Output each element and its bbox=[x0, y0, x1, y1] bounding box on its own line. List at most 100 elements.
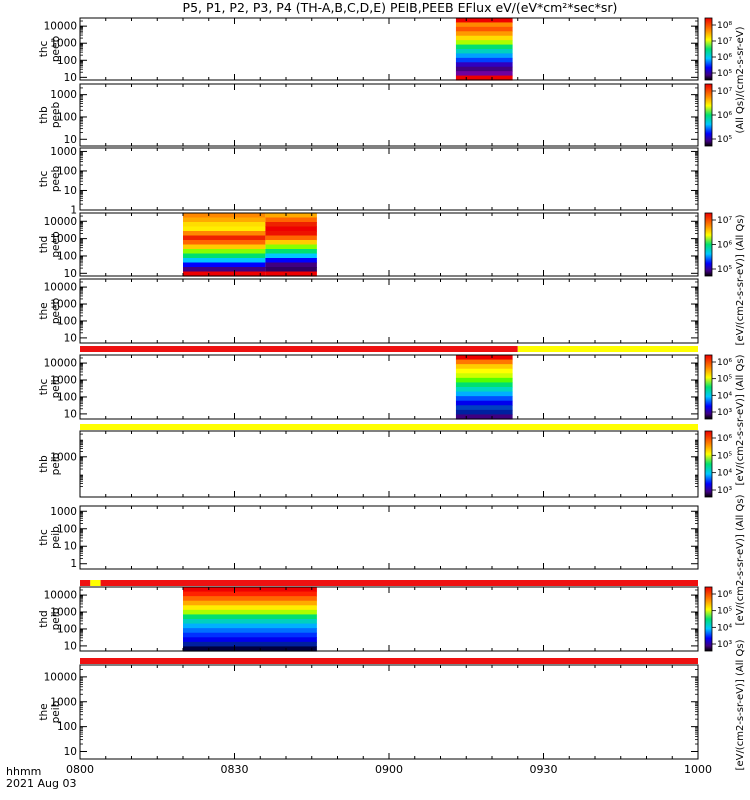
colorbar-strip bbox=[704, 17, 713, 81]
spectrogram-band bbox=[183, 609, 317, 616]
spectrogram-band bbox=[183, 244, 266, 250]
y-tick-label: 100 bbox=[57, 111, 77, 123]
spectrogram-band bbox=[455, 31, 513, 37]
panel-ylabel-product: peib bbox=[50, 607, 62, 630]
panel-ylabel-probe: thc bbox=[38, 41, 50, 58]
x-tick-label: 0830 bbox=[221, 763, 249, 776]
y-tick-label: 10000 bbox=[44, 216, 77, 228]
colorbar-unit-label: [eV/(cm2-s-sr-eV)] (All Qs) bbox=[735, 494, 746, 625]
panel-background bbox=[80, 18, 698, 80]
x-tick-label: 0900 bbox=[375, 763, 403, 776]
spectrogram-band bbox=[265, 258, 317, 264]
x-tick-label: 0930 bbox=[530, 763, 558, 776]
y-tick-label: 100 bbox=[57, 250, 77, 262]
y-tick-label: 10000 bbox=[44, 671, 77, 683]
colorbar-tick-label: 10³ bbox=[717, 640, 732, 650]
colorbar-tick-label: 10⁸ bbox=[717, 21, 732, 31]
spectrogram-band bbox=[183, 628, 317, 634]
colorbar-tick-label: 10⁶ bbox=[717, 590, 732, 600]
spectrogram-band bbox=[265, 240, 317, 246]
y-tick-label: 10000 bbox=[44, 21, 77, 33]
y-tick-label: 1000 bbox=[50, 299, 77, 311]
colorbar-strip bbox=[704, 586, 713, 652]
flag-segment bbox=[90, 580, 101, 586]
colorbar: 10⁶ 10⁵ 10⁴ 10³ bbox=[704, 354, 732, 420]
spectrogram-band bbox=[265, 271, 317, 277]
spectrogram-band bbox=[183, 231, 266, 237]
flag-segment bbox=[80, 424, 698, 430]
y-tick-label: 10 bbox=[64, 72, 77, 84]
spectrogram-band bbox=[265, 253, 317, 259]
colorbar-tick-label: 10⁵ bbox=[717, 451, 732, 461]
panel-ylabel-product: peeb bbox=[50, 102, 62, 129]
spectrogram-band bbox=[455, 57, 513, 63]
panel-ylabel-product: peeb bbox=[50, 166, 62, 193]
panel-background bbox=[80, 587, 698, 651]
panel-ylabel-probe: thb bbox=[38, 106, 50, 124]
spectrogram-band bbox=[455, 62, 513, 68]
spectrogram-band bbox=[455, 414, 513, 420]
flag-bar bbox=[80, 424, 698, 430]
panel-ylabel-product: peeb bbox=[50, 231, 62, 258]
y-tick-label: 100 bbox=[57, 55, 77, 67]
colorbar-tick-label: 10⁵ bbox=[717, 375, 732, 385]
spectrogram-band bbox=[183, 605, 317, 611]
y-tick-label: 1000 bbox=[50, 146, 77, 158]
colorbar-tick-label: 10⁵ bbox=[717, 607, 732, 617]
colorbar-unit-label: [eV/(cm2-s-sr-eV)] (All Qs) bbox=[735, 354, 746, 485]
x-tick-label: 0800 bbox=[66, 763, 94, 776]
colorbar-unit-label: [eV/(cm2-s-sr-eV)] (All Qs) bbox=[735, 639, 746, 770]
panel-ylabel-probe: the bbox=[38, 302, 50, 319]
colorbar-unit-label: (All Qs)/(cm2-s-sr-eV) bbox=[735, 26, 746, 133]
panel-background bbox=[80, 355, 698, 419]
panel-thc-peeb-3: 1000 100 10 1 thc peeb bbox=[38, 146, 699, 217]
panel-background bbox=[80, 148, 698, 210]
spectrogram-band bbox=[183, 226, 266, 232]
spectrogram-band bbox=[183, 587, 317, 593]
spectrogram-band bbox=[183, 267, 266, 273]
spectrogram-band bbox=[183, 235, 266, 241]
spectrogram-band bbox=[455, 26, 513, 32]
colorbar-tick-label: 10⁷ bbox=[717, 37, 732, 47]
spectrogram-band bbox=[455, 368, 513, 374]
colorbar-tick-label: 10⁴ bbox=[717, 623, 732, 633]
colorbar: 10⁸ 10⁷ 10⁶ 10⁵ bbox=[704, 17, 732, 81]
flag-segment bbox=[80, 346, 518, 352]
spectrogram-band bbox=[265, 244, 317, 250]
colorbar-tick-label: 10⁴ bbox=[717, 469, 732, 479]
y-tick-label: 1000 bbox=[50, 233, 77, 245]
y-tick-label: 10 bbox=[64, 268, 77, 280]
spectrogram-band bbox=[183, 646, 317, 652]
spectrogram-band bbox=[183, 623, 317, 629]
panel-thd-peib-9: 10000 1000 100 10 thd peib bbox=[38, 586, 699, 652]
spectrogram-band bbox=[183, 249, 266, 255]
y-tick-label: 1 bbox=[70, 205, 77, 217]
panel-ylabel-probe: thc bbox=[38, 529, 50, 546]
spectrogram-band bbox=[265, 226, 317, 232]
date-label: 2021 Aug 03 bbox=[6, 777, 76, 790]
spectrogram-band bbox=[183, 213, 266, 219]
spectrogram-band bbox=[265, 249, 317, 255]
spectrogram-band bbox=[455, 44, 513, 50]
spectrogram-band bbox=[183, 262, 266, 268]
spectrogram-band bbox=[265, 222, 317, 228]
spectrogram-band bbox=[183, 240, 266, 246]
panel-ylabel-product: peib bbox=[50, 452, 62, 475]
spectrogram-band bbox=[455, 391, 513, 397]
y-tick-label: 1000 bbox=[50, 607, 77, 619]
colorbar-strip bbox=[704, 212, 713, 277]
colorbar: 10⁷ 10⁶ 10⁵ bbox=[704, 83, 732, 147]
spectrogram-band bbox=[265, 213, 317, 219]
y-tick-label: 1 bbox=[70, 558, 77, 570]
colorbar-tick-label: 10⁷ bbox=[717, 87, 732, 97]
colorbar-tick-label: 10⁶ bbox=[717, 358, 732, 368]
flag-segment bbox=[517, 346, 698, 352]
spectrogram-band bbox=[455, 75, 513, 81]
spectrogram-band bbox=[455, 377, 513, 384]
spectrogram-band bbox=[455, 49, 513, 55]
flag-bar bbox=[80, 658, 698, 664]
spectrogram-band bbox=[455, 405, 513, 411]
colorbar-tick-label: 10⁵ bbox=[717, 135, 732, 145]
spectrogram-band bbox=[455, 387, 513, 393]
